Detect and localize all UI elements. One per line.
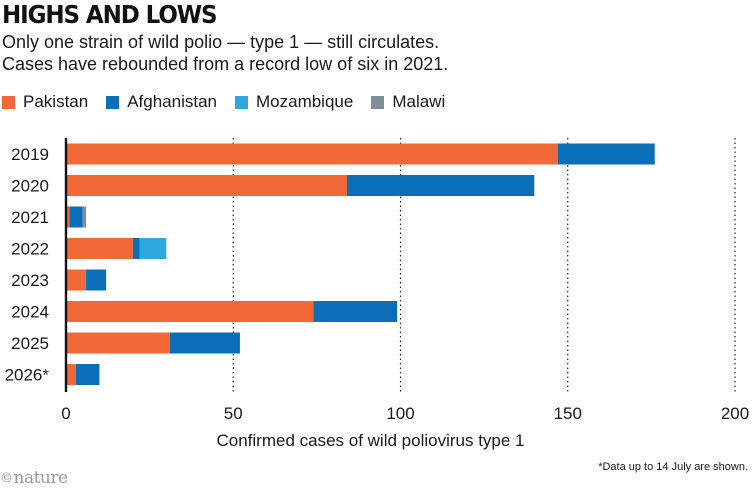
nature-logo: © nature bbox=[0, 468, 68, 488]
y-tick-label-2020: 2020 bbox=[11, 177, 49, 196]
legend-label-afghanistan: Afghanistan bbox=[127, 92, 217, 111]
legend-item-afghanistan: Afghanistan bbox=[106, 92, 217, 112]
legend-item-malawi: Malawi bbox=[371, 92, 445, 112]
subtitle-line-2: Cases have rebounded from a record low o… bbox=[2, 54, 449, 74]
y-tick-label-2021: 2021 bbox=[11, 208, 49, 227]
brand-name: nature bbox=[13, 468, 69, 488]
tick-labels: 0 50 100 150 200 2019 2020 2021 2022 2023 2024 2025… bbox=[5, 145, 750, 423]
legend-swatch-malawi bbox=[371, 95, 385, 109]
bar-2026-afghanistan bbox=[76, 364, 100, 385]
bar-2019-afghanistan bbox=[557, 143, 655, 165]
bar-2022-afghanistan bbox=[132, 238, 140, 259]
bar-2020-afghanistan bbox=[346, 175, 535, 196]
bar-2024-afghanistan bbox=[313, 301, 398, 322]
copyright-icon: © bbox=[0, 470, 13, 486]
x-tick-label-0: 0 bbox=[61, 404, 70, 423]
x-tick-label-150: 150 bbox=[554, 404, 582, 423]
y-tick-label-2019: 2019 bbox=[11, 145, 49, 164]
bar-2025-afghanistan bbox=[169, 332, 240, 354]
y-tick-label-2022: 2022 bbox=[11, 240, 49, 259]
y-tick-label-2026: 2026* bbox=[5, 366, 50, 385]
x-tick-label-50: 50 bbox=[224, 404, 243, 423]
y-tick-label-2023: 2023 bbox=[11, 271, 49, 290]
x-tick-label-200: 200 bbox=[721, 404, 749, 423]
chart-subtitle: Only one strain of wild polio — type 1 —… bbox=[2, 31, 742, 75]
bar-2026-pakistan bbox=[66, 364, 77, 385]
bar-2021-afghanistan bbox=[69, 206, 83, 228]
legend-label-pakistan: Pakistan bbox=[23, 92, 89, 111]
x-axis-title: Confirmed cases of wild poliovirus type … bbox=[216, 431, 524, 450]
legend-label-malawi: Malawi bbox=[392, 92, 446, 111]
chart-title: HIGHS AND LOWS bbox=[2, 0, 218, 29]
bar-2020-pakistan bbox=[66, 175, 347, 196]
bar-2023-pakistan bbox=[66, 269, 87, 291]
y-tick-label-2025: 2025 bbox=[11, 334, 49, 353]
bar-2022-pakistan bbox=[66, 238, 133, 259]
legend-swatch-afghanistan bbox=[106, 95, 120, 109]
legend-swatch-mozambique bbox=[235, 95, 248, 109]
bar-2021-malawi bbox=[82, 206, 87, 228]
x-tick-label-100: 100 bbox=[386, 404, 414, 423]
legend-label-mozambique: Mozambique bbox=[256, 92, 354, 111]
bar-2024-pakistan bbox=[66, 301, 314, 322]
footnote: *Data up to 14 July are shown. bbox=[598, 461, 748, 473]
bar-2023-afghanistan bbox=[86, 269, 107, 291]
y-tick-label-2024: 2024 bbox=[11, 303, 49, 322]
bar-2019-pakistan bbox=[66, 143, 558, 165]
legend-item-pakistan: Pakistan bbox=[2, 92, 88, 112]
bar-2021-pakistan bbox=[66, 206, 70, 228]
bar-2022-mozambique bbox=[139, 238, 167, 259]
subtitle-line-1: Only one strain of wild polio — type 1 —… bbox=[2, 32, 440, 52]
bar-2025-pakistan bbox=[66, 332, 170, 354]
legend-swatch-pakistan bbox=[2, 95, 15, 109]
bars bbox=[66, 143, 655, 385]
legend-item-mozambique: Mozambique bbox=[235, 92, 353, 112]
chart-legend: Pakistan Afghanistan Mozambique Malawi bbox=[2, 92, 463, 112]
